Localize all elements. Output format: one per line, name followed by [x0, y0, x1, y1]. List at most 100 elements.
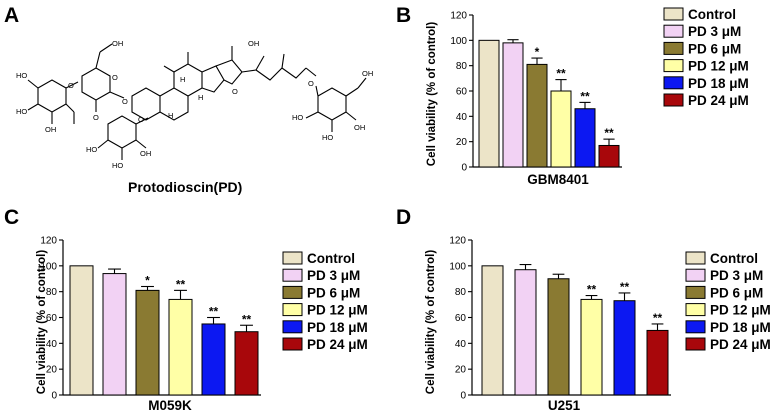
legend-c: Control PD 3 μM PD 6 μM PD 12 μM PD 18 μM PD …: [282, 251, 368, 352]
legend-swatch-c-3: [282, 303, 303, 317]
atom-oh-2: OH: [112, 39, 123, 48]
atom-h-1: H: [180, 75, 185, 84]
legend-label-c-5: PD 24 μM: [307, 337, 368, 352]
atom-oh-5: OH: [354, 123, 365, 132]
atom-o-2: O: [112, 73, 118, 82]
legend-label-d-0: Control: [710, 251, 758, 266]
bar-c-5: [234, 331, 259, 396]
atom-oh-6: OH: [362, 69, 373, 78]
atom-ho-5: HO: [292, 113, 303, 122]
bar-d-3: [580, 298, 603, 396]
y-axis-label-c: Cell viability (% of control): [36, 250, 48, 395]
legend-swatch-c-4: [282, 320, 303, 334]
y-tick-label-c: 60: [46, 313, 58, 324]
legend-swatch-b-4: [663, 76, 684, 90]
y-axis-label-d: Cell viability (% of control): [425, 250, 437, 395]
legend-swatch-d-0: [685, 251, 706, 265]
bars-d: ** ** **: [481, 263, 669, 396]
y-axis-label-b: Cell viability (% of control): [426, 22, 438, 167]
panel-d-chart: D Cell viability (% of control) 0 20 40 60 8…: [396, 206, 771, 413]
panel-letter-a: A: [4, 4, 19, 27]
y-tick-label-c: 0: [51, 391, 57, 402]
legend-label-d-5: PD 24 μM: [710, 337, 771, 352]
legend-b: Control PD 3 μM PD 6 μM PD 12 μM PD 18 μM PD …: [663, 7, 749, 108]
legend-swatch-d-3: [685, 303, 706, 317]
legend-swatch-c-2: [282, 285, 303, 299]
axes-c: 0 20 40 60 80 100 120: [40, 236, 261, 402]
panel-letter-d: D: [396, 206, 411, 229]
bar-c-2: [135, 289, 160, 396]
bar-b-3: [550, 90, 572, 168]
legend-swatch-c-0: [282, 251, 303, 265]
y-tick-label-d: 120: [449, 236, 466, 247]
significance-mark-c-3: **: [176, 277, 186, 291]
bar-d-5: [646, 329, 669, 396]
legend-label-c-2: PD 6 μM: [307, 285, 360, 300]
bar-d-2: [547, 278, 570, 396]
y-tick-label-c: 120: [40, 236, 57, 247]
y-tick-label-b: 100: [450, 36, 467, 47]
bar-b-0: [478, 39, 500, 168]
atom-o-5: O: [138, 115, 144, 124]
legend-swatch-d-1: [685, 268, 706, 282]
atom-ho-2: HO: [16, 107, 27, 116]
legend-label-b-1: PD 3 μM: [688, 24, 741, 39]
panel-c-chart: C Cell viability (% of control) 0 20 40 60 8…: [4, 206, 368, 413]
significance-mark-c-4: **: [209, 305, 219, 319]
atom-h-3: H: [168, 111, 173, 120]
atom-o-1: O: [68, 81, 74, 90]
legend-label-c-0: Control: [307, 251, 355, 266]
legend-swatch-c-1: [282, 268, 303, 282]
x-axis-label-b: GBM8401: [527, 172, 589, 187]
atom-ho-1: HO: [16, 71, 27, 80]
significance-mark-d-5: **: [653, 311, 663, 325]
legend-swatch-d-4: [685, 320, 706, 334]
atom-h-2: H: [198, 93, 203, 102]
significance-mark-b-4: **: [580, 89, 590, 103]
atom-o-3: O: [93, 113, 99, 122]
panel-letter-c: C: [4, 206, 19, 229]
significance-mark-b-2: *: [535, 45, 540, 59]
y-tick-label-c: 80: [46, 287, 58, 298]
legend-swatch-d-5: [685, 337, 706, 351]
bar-d-1: [514, 269, 537, 396]
legend-swatch-b-0: [663, 7, 684, 21]
x-axis-label-c: M059K: [148, 398, 192, 413]
atom-o-7: O: [308, 79, 314, 88]
y-tick-label-d: 40: [455, 339, 467, 350]
y-tick-label-c: 100: [40, 261, 57, 272]
atom-ho-6: HO: [322, 133, 333, 142]
atom-ho-4: HO: [112, 161, 123, 170]
panel-b-chart: B Cell viability (% of control) 0 20 40 60 8…: [396, 4, 749, 187]
atom-oh-1: OH: [45, 125, 56, 134]
bar-c-0: [69, 265, 94, 396]
bar-b-2: [526, 63, 548, 168]
bars-b: *******: [478, 39, 620, 168]
y-tick-label-b: 120: [450, 11, 467, 22]
bar-c-4: [201, 323, 226, 396]
legend-label-b-4: PD 18 μM: [688, 76, 749, 91]
legend-label-d-4: PD 18 μM: [710, 320, 771, 335]
significance-mark-c-2: *: [145, 274, 150, 288]
y-tick-label-d: 20: [455, 365, 467, 376]
structure-caption: Protodioscin(PD): [128, 179, 242, 195]
y-tick-label-b: 0: [461, 163, 467, 174]
y-tick-label-d: 60: [455, 313, 467, 324]
legend-swatch-b-5: [663, 93, 684, 107]
legend-label-c-3: PD 12 μM: [307, 303, 368, 318]
bars-c: * ******: [69, 265, 259, 396]
legend-label-b-3: PD 12 μM: [688, 59, 749, 74]
y-tick-label-c: 20: [46, 365, 58, 376]
protodioscin-structure-drawing: HO HO OH O OH O O O HO HO OH O: [16, 39, 373, 170]
legend-label-b-2: PD 6 μM: [688, 41, 741, 56]
y-tick-label-d: 0: [460, 391, 466, 402]
y-tick-label-b: 20: [456, 137, 468, 148]
legend-swatch-c-5: [282, 337, 303, 351]
significance-mark-d-4: **: [620, 280, 630, 294]
y-tick-label-b: 40: [456, 112, 468, 123]
legend-label-d-3: PD 12 μM: [710, 303, 771, 318]
atom-ho-3: HO: [86, 145, 97, 154]
legend-swatch-d-2: [685, 285, 706, 299]
axes-d: 0 20 40 60 80 100 120: [449, 236, 671, 402]
